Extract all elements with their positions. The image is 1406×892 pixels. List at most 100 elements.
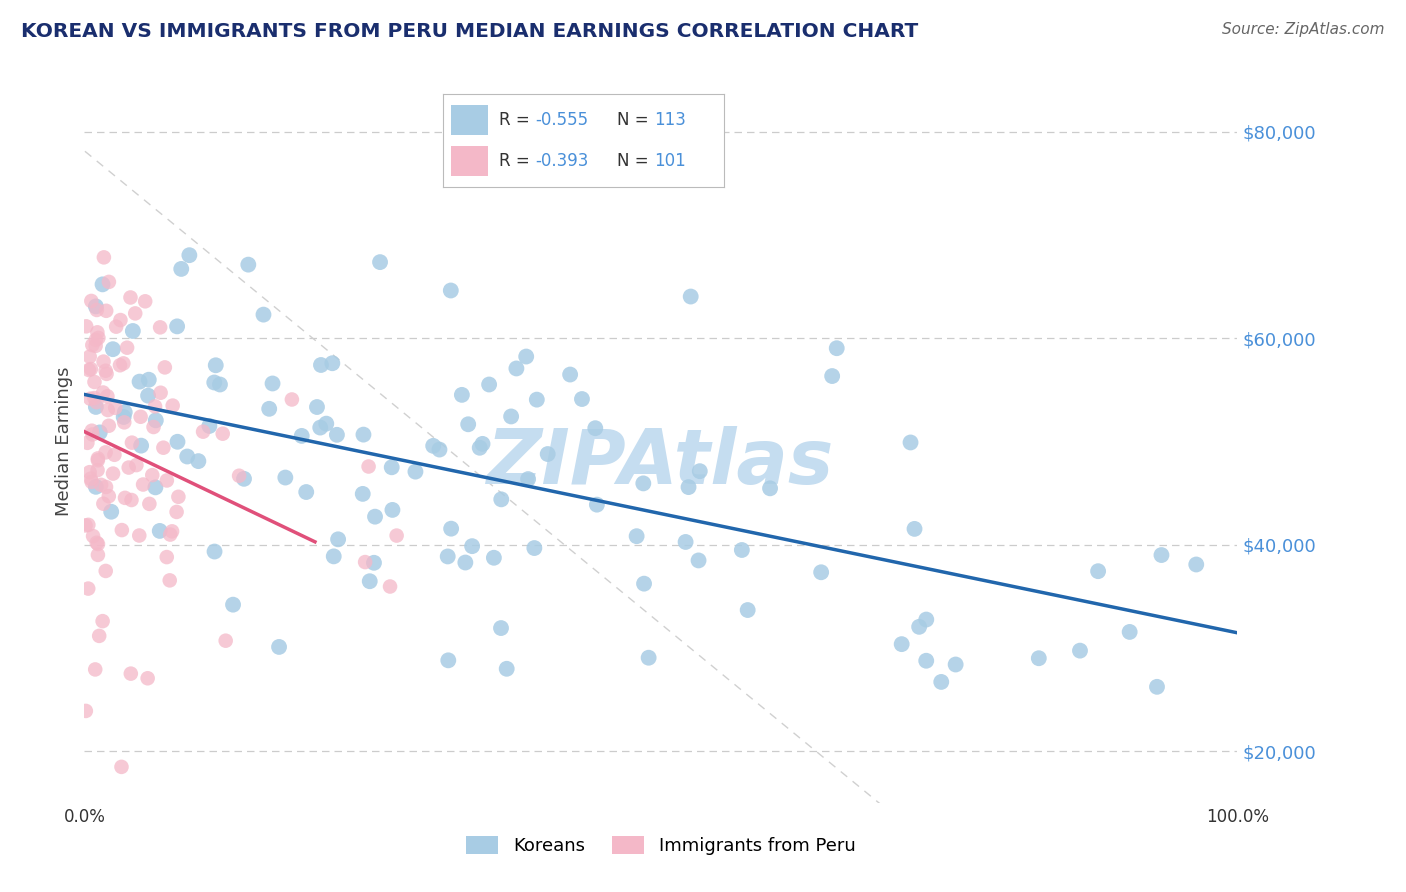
Point bbox=[166, 505, 188, 519]
Point bbox=[79, 392, 101, 406]
Point bbox=[91, 385, 114, 400]
Point bbox=[381, 460, 404, 475]
Point bbox=[97, 403, 120, 417]
Point bbox=[526, 392, 548, 407]
Point bbox=[84, 333, 107, 347]
Point bbox=[238, 258, 260, 272]
Point bbox=[84, 339, 107, 353]
Point bbox=[89, 629, 111, 643]
Point bbox=[132, 477, 155, 491]
Point bbox=[149, 524, 172, 538]
Point bbox=[461, 539, 484, 553]
Point bbox=[93, 497, 115, 511]
Point bbox=[75, 704, 97, 718]
Point bbox=[558, 368, 581, 382]
Point bbox=[267, 640, 290, 654]
Point bbox=[491, 492, 513, 507]
Point bbox=[204, 544, 226, 558]
Point bbox=[295, 485, 318, 500]
Point bbox=[633, 576, 655, 591]
Point bbox=[900, 435, 922, 450]
Point bbox=[457, 417, 479, 432]
Point bbox=[138, 373, 160, 387]
Point bbox=[80, 362, 103, 376]
Point bbox=[84, 400, 107, 414]
Point bbox=[110, 313, 132, 327]
Point bbox=[94, 480, 117, 494]
Point bbox=[731, 543, 754, 558]
Point bbox=[86, 535, 108, 549]
Text: N =: N = bbox=[617, 153, 654, 170]
Point bbox=[104, 401, 127, 415]
Point bbox=[305, 400, 328, 414]
Point bbox=[121, 493, 143, 508]
Point bbox=[945, 657, 967, 672]
Point bbox=[222, 598, 245, 612]
Point bbox=[112, 409, 135, 424]
Point bbox=[75, 518, 97, 533]
Point bbox=[422, 439, 444, 453]
Point bbox=[87, 548, 110, 562]
Point bbox=[82, 427, 104, 442]
Point bbox=[153, 360, 176, 375]
Bar bbox=[451, 146, 488, 176]
Point bbox=[187, 454, 209, 468]
Point bbox=[79, 465, 101, 479]
Point bbox=[412, 806, 434, 821]
Point bbox=[86, 395, 108, 409]
Text: 113: 113 bbox=[654, 111, 686, 128]
Point bbox=[160, 524, 183, 539]
Point bbox=[114, 491, 136, 505]
Point bbox=[326, 427, 349, 442]
Point bbox=[128, 375, 150, 389]
Point bbox=[326, 533, 349, 547]
Point bbox=[145, 413, 167, 427]
Point bbox=[101, 342, 124, 356]
Point bbox=[1150, 548, 1173, 562]
Point bbox=[162, 399, 184, 413]
Point bbox=[121, 435, 143, 450]
Point bbox=[315, 417, 337, 431]
Point bbox=[87, 453, 110, 467]
Point bbox=[915, 613, 938, 627]
Point bbox=[170, 261, 193, 276]
Bar bbox=[451, 105, 488, 135]
Point bbox=[152, 441, 174, 455]
Point bbox=[357, 459, 380, 474]
Point bbox=[125, 458, 148, 472]
Point bbox=[759, 481, 782, 495]
Point bbox=[108, 358, 131, 372]
Point bbox=[678, 480, 700, 494]
Point bbox=[262, 376, 284, 391]
Point bbox=[120, 666, 142, 681]
Point bbox=[77, 363, 100, 377]
Point bbox=[309, 358, 332, 372]
Point bbox=[80, 475, 103, 489]
Point bbox=[198, 419, 221, 434]
Point bbox=[454, 556, 477, 570]
Point bbox=[468, 441, 491, 455]
Point bbox=[84, 299, 107, 313]
Point bbox=[80, 424, 103, 438]
Point bbox=[322, 549, 344, 564]
Point bbox=[156, 550, 179, 565]
Point bbox=[436, 549, 458, 564]
Point bbox=[737, 603, 759, 617]
Point bbox=[688, 553, 710, 567]
Point bbox=[75, 319, 97, 334]
Point bbox=[159, 574, 181, 588]
Point bbox=[87, 537, 110, 551]
Point bbox=[105, 319, 128, 334]
Point bbox=[440, 522, 463, 536]
Point bbox=[354, 555, 377, 569]
Point bbox=[176, 450, 198, 464]
Point bbox=[489, 621, 512, 635]
Point bbox=[478, 377, 501, 392]
Point bbox=[84, 480, 107, 494]
Point bbox=[86, 463, 108, 477]
Point bbox=[437, 653, 460, 667]
Point bbox=[84, 662, 107, 676]
Point bbox=[138, 497, 160, 511]
Point bbox=[679, 289, 702, 303]
Point bbox=[136, 389, 159, 403]
